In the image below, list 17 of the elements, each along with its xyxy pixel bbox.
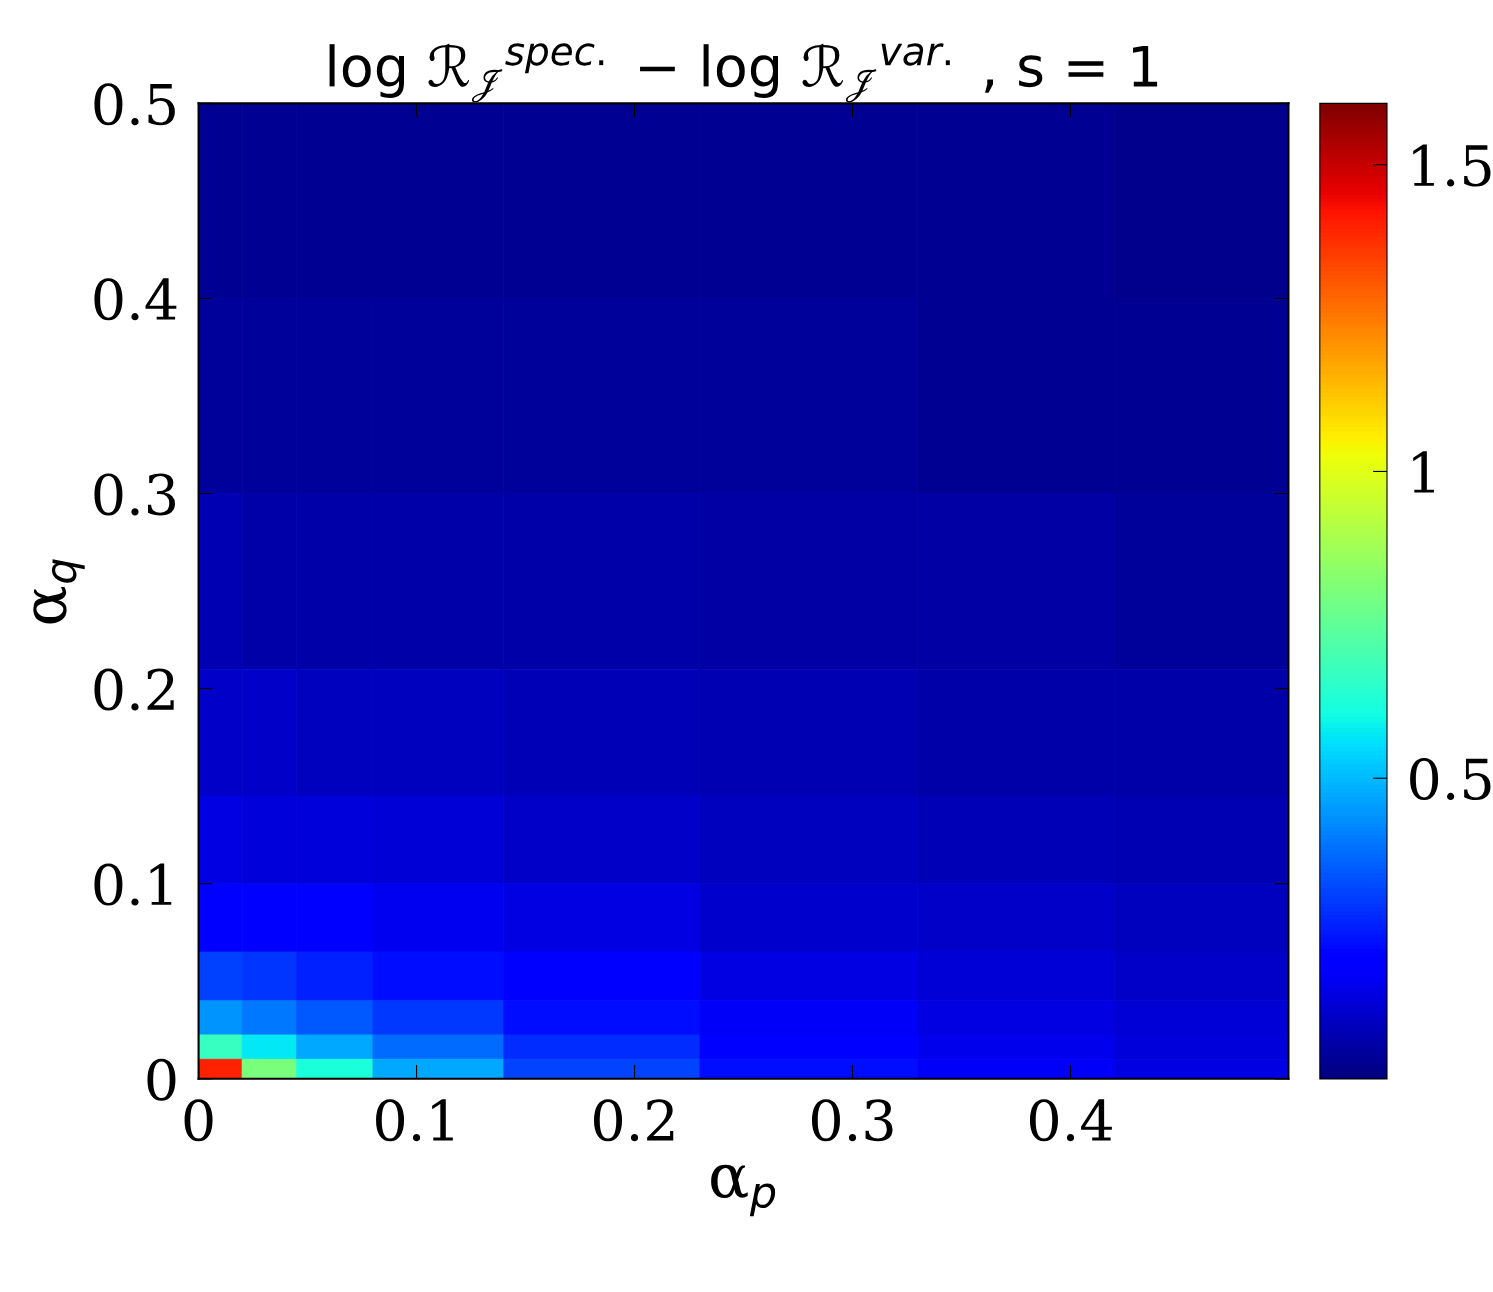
x-tick-label: 0.3 <box>811 1099 893 1142</box>
y-tick-label: 0 <box>147 1058 176 1101</box>
y-tick-label: 0.3 <box>94 473 175 516</box>
y-tick-label: 0.2 <box>94 668 174 711</box>
color-bar-label: 0.5 <box>1410 758 1491 801</box>
color-bar-label: 1.5 <box>1413 144 1491 187</box>
y-tick-label: 0.4 <box>94 278 177 321</box>
x-tick-label: 0.1 <box>376 1099 453 1142</box>
y-axis-title: α$_{q}$ <box>33 559 85 624</box>
y-tick-label: 0.1 <box>94 863 172 906</box>
chart-title: log ℛ$_{𝒥}$$^{spec.}$ − log ℛ$_{𝒥}$$^{var.}$ , s = 1 <box>329 43 1158 103</box>
x-axis-title: α$_{p}$ <box>711 1164 776 1217</box>
x-tick-label: 0.4 <box>1029 1099 1112 1142</box>
color-bar-label: 1 <box>1413 451 1434 493</box>
y-tick-label: 0.5 <box>94 83 175 126</box>
x-tick-label: 0 <box>184 1099 213 1142</box>
x-tick-label: 0.2 <box>594 1099 674 1142</box>
